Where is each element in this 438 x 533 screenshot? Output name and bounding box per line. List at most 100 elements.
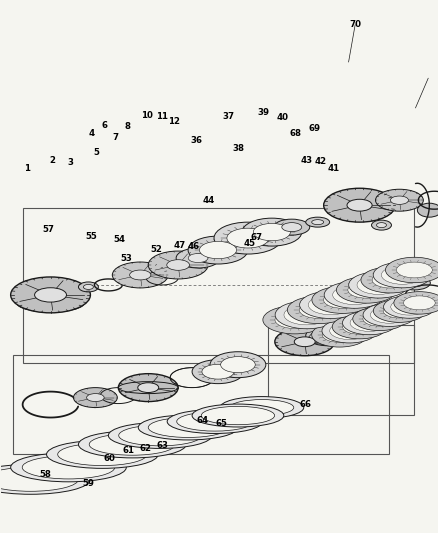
Ellipse shape bbox=[371, 220, 391, 230]
Text: 37: 37 bbox=[222, 112, 234, 121]
Text: 6: 6 bbox=[102, 121, 108, 130]
Ellipse shape bbox=[177, 412, 253, 431]
Text: 67: 67 bbox=[250, 233, 262, 243]
Ellipse shape bbox=[371, 272, 408, 288]
Ellipse shape bbox=[73, 387, 117, 408]
Ellipse shape bbox=[188, 254, 208, 263]
Ellipse shape bbox=[390, 298, 427, 315]
Ellipse shape bbox=[253, 223, 290, 241]
Ellipse shape bbox=[129, 270, 151, 280]
Ellipse shape bbox=[336, 277, 396, 303]
Ellipse shape bbox=[362, 312, 395, 326]
Text: 62: 62 bbox=[140, 443, 152, 453]
Ellipse shape bbox=[209, 352, 265, 378]
Ellipse shape bbox=[311, 220, 323, 224]
Ellipse shape bbox=[89, 434, 175, 455]
Ellipse shape bbox=[374, 189, 422, 211]
Ellipse shape bbox=[342, 319, 376, 334]
Ellipse shape bbox=[220, 357, 254, 373]
Text: 54: 54 bbox=[113, 236, 125, 245]
Ellipse shape bbox=[11, 277, 90, 313]
Ellipse shape bbox=[398, 276, 429, 290]
Text: 39: 39 bbox=[257, 108, 268, 117]
Text: 64: 64 bbox=[196, 416, 208, 425]
Ellipse shape bbox=[376, 223, 385, 228]
Ellipse shape bbox=[230, 400, 293, 416]
Text: 43: 43 bbox=[300, 156, 312, 165]
Ellipse shape bbox=[323, 292, 361, 308]
Ellipse shape bbox=[241, 218, 301, 246]
Text: 68: 68 bbox=[289, 129, 301, 138]
Ellipse shape bbox=[382, 304, 415, 318]
Ellipse shape bbox=[11, 453, 126, 482]
Ellipse shape bbox=[138, 415, 237, 440]
Ellipse shape bbox=[372, 262, 431, 288]
Ellipse shape bbox=[362, 303, 415, 327]
Ellipse shape bbox=[381, 266, 423, 284]
Ellipse shape bbox=[262, 306, 326, 334]
Ellipse shape bbox=[138, 383, 158, 392]
Text: 41: 41 bbox=[326, 164, 339, 173]
Text: 7: 7 bbox=[112, 133, 118, 142]
Text: 5: 5 bbox=[93, 148, 99, 157]
Ellipse shape bbox=[192, 404, 283, 427]
Ellipse shape bbox=[352, 307, 405, 330]
Ellipse shape bbox=[370, 306, 407, 323]
Ellipse shape bbox=[86, 393, 104, 401]
Ellipse shape bbox=[299, 291, 361, 319]
Ellipse shape bbox=[311, 322, 367, 347]
Ellipse shape bbox=[409, 273, 428, 282]
Text: 60: 60 bbox=[103, 454, 115, 463]
Ellipse shape bbox=[348, 272, 407, 298]
Ellipse shape bbox=[201, 364, 233, 379]
Ellipse shape bbox=[385, 257, 438, 282]
Ellipse shape bbox=[393, 292, 438, 314]
Ellipse shape bbox=[383, 295, 434, 318]
Text: 57: 57 bbox=[42, 225, 54, 234]
Ellipse shape bbox=[349, 314, 388, 332]
Text: 58: 58 bbox=[40, 470, 52, 479]
Text: 1: 1 bbox=[24, 164, 30, 173]
Text: 10: 10 bbox=[141, 111, 153, 120]
Ellipse shape bbox=[118, 425, 201, 446]
Ellipse shape bbox=[219, 397, 303, 418]
Ellipse shape bbox=[281, 223, 301, 232]
Ellipse shape bbox=[167, 409, 262, 433]
Ellipse shape bbox=[356, 276, 399, 294]
Ellipse shape bbox=[404, 279, 422, 287]
Ellipse shape bbox=[317, 332, 337, 340]
Ellipse shape bbox=[0, 464, 90, 494]
Ellipse shape bbox=[346, 199, 371, 211]
Ellipse shape bbox=[274, 328, 334, 356]
Ellipse shape bbox=[166, 260, 189, 270]
Text: 52: 52 bbox=[150, 245, 162, 254]
Ellipse shape bbox=[305, 217, 329, 227]
Text: 47: 47 bbox=[173, 241, 185, 250]
Ellipse shape bbox=[22, 456, 114, 479]
Text: 61: 61 bbox=[122, 446, 134, 455]
Ellipse shape bbox=[287, 296, 349, 324]
Ellipse shape bbox=[396, 262, 431, 278]
Ellipse shape bbox=[360, 267, 419, 293]
Ellipse shape bbox=[57, 443, 147, 465]
Ellipse shape bbox=[299, 301, 337, 318]
Ellipse shape bbox=[332, 285, 376, 304]
Ellipse shape bbox=[0, 467, 78, 491]
Text: 70: 70 bbox=[348, 20, 360, 29]
Text: 66: 66 bbox=[299, 400, 311, 409]
Ellipse shape bbox=[293, 337, 314, 346]
Text: 11: 11 bbox=[155, 112, 167, 121]
Ellipse shape bbox=[108, 423, 212, 448]
Ellipse shape bbox=[148, 417, 227, 438]
Ellipse shape bbox=[372, 300, 424, 322]
Text: 65: 65 bbox=[215, 419, 227, 429]
Ellipse shape bbox=[118, 374, 178, 401]
Ellipse shape bbox=[226, 228, 268, 248]
Ellipse shape bbox=[342, 311, 396, 335]
Ellipse shape bbox=[201, 406, 274, 425]
Ellipse shape bbox=[46, 440, 158, 469]
Ellipse shape bbox=[307, 295, 352, 314]
Ellipse shape bbox=[347, 282, 384, 298]
Ellipse shape bbox=[323, 188, 395, 222]
Ellipse shape bbox=[78, 282, 98, 292]
